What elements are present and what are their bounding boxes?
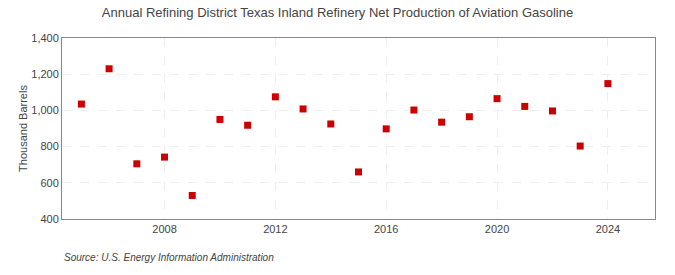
svg-text:2020: 2020 xyxy=(485,223,509,235)
svg-text:Source: U.S. Energy Informatio: Source: U.S. Energy Information Administ… xyxy=(64,252,274,263)
svg-text:2008: 2008 xyxy=(152,223,176,235)
svg-text:Thousand Barrels: Thousand Barrels xyxy=(17,85,29,172)
svg-text:2012: 2012 xyxy=(263,223,287,235)
svg-text:2024: 2024 xyxy=(596,223,620,235)
svg-text:800: 800 xyxy=(40,140,58,152)
svg-text:1,000: 1,000 xyxy=(31,104,59,116)
svg-text:400: 400 xyxy=(40,213,58,225)
svg-text:2016: 2016 xyxy=(374,223,398,235)
svg-text:Annual Refining District Texas: Annual Refining District Texas Inland Re… xyxy=(102,5,573,20)
svg-text:600: 600 xyxy=(40,177,58,189)
svg-text:1,400: 1,400 xyxy=(31,32,59,44)
svg-text:1,200: 1,200 xyxy=(31,68,59,80)
